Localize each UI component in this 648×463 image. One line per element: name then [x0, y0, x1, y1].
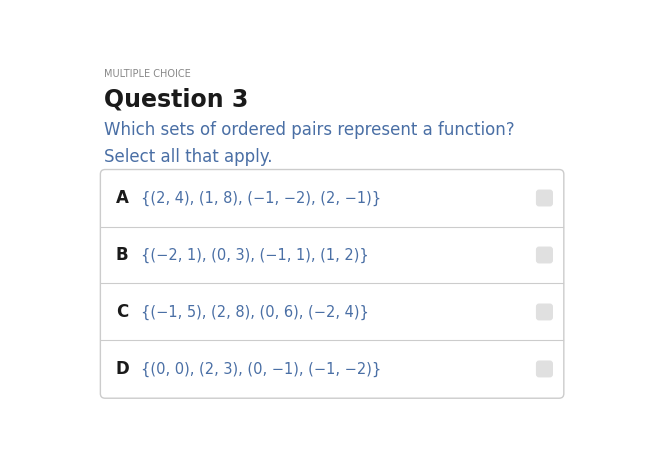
- Text: C: C: [116, 303, 128, 321]
- Text: {(2, 4), (1, 8), (−1, −2), (2, −1)}: {(2, 4), (1, 8), (−1, −2), (2, −1)}: [141, 190, 381, 206]
- Text: Which sets of ordered pairs represent a function?: Which sets of ordered pairs represent a …: [104, 121, 515, 139]
- Text: {(−2, 1), (0, 3), (−1, 1), (1, 2)}: {(−2, 1), (0, 3), (−1, 1), (1, 2)}: [141, 247, 369, 263]
- FancyBboxPatch shape: [536, 361, 553, 377]
- FancyBboxPatch shape: [100, 169, 564, 398]
- Text: {(0, 0), (2, 3), (0, −1), (−1, −2)}: {(0, 0), (2, 3), (0, −1), (−1, −2)}: [141, 361, 381, 376]
- Text: Question 3: Question 3: [104, 88, 249, 112]
- FancyBboxPatch shape: [536, 304, 553, 320]
- Text: {(−1, 5), (2, 8), (0, 6), (−2, 4)}: {(−1, 5), (2, 8), (0, 6), (−2, 4)}: [141, 304, 369, 319]
- Text: B: B: [116, 246, 128, 264]
- Text: A: A: [116, 189, 129, 207]
- Text: Select all that apply.: Select all that apply.: [104, 148, 273, 166]
- FancyBboxPatch shape: [536, 246, 553, 263]
- Text: D: D: [116, 360, 130, 378]
- FancyBboxPatch shape: [536, 189, 553, 206]
- Text: MULTIPLE CHOICE: MULTIPLE CHOICE: [104, 69, 191, 80]
